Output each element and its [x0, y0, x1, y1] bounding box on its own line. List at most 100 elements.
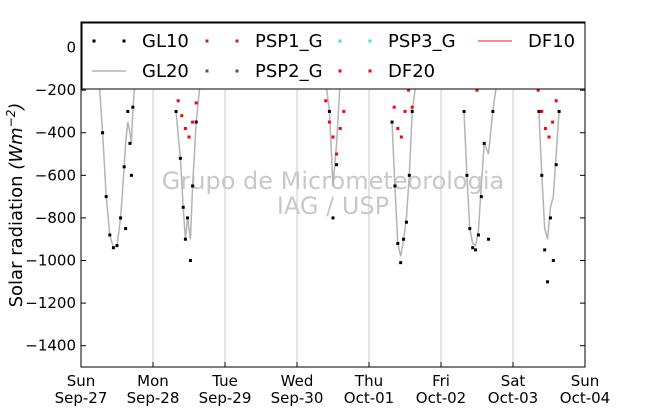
- df20-point-27: [475, 88, 479, 92]
- gl20-line-segment-4: [463, 79, 498, 247]
- gl10-point-32: [399, 261, 403, 265]
- df20-point-21: [407, 88, 411, 92]
- gl10-point-21: [191, 184, 195, 188]
- y-axis-ticks: 0 −200 −400 −600 −800 −1000 −1200 −1400: [25, 39, 585, 355]
- gl10-point-25: [327, 109, 331, 113]
- gl10-point-7: [122, 165, 126, 169]
- df20-point-11: [331, 135, 335, 139]
- gl10-point-55: [554, 163, 558, 167]
- gl10-point-1: [101, 131, 105, 135]
- gl10-point-50: [540, 173, 544, 177]
- legend-label-df10: DF10: [528, 31, 575, 52]
- gl10-point-31: [396, 241, 400, 245]
- gl10-point-51: [543, 248, 547, 252]
- y-axis-label-close: ): [6, 103, 27, 112]
- legend: GL10 GL20 PSP1_G PSP2_G PSP3_G DF20 DF10: [81, 22, 586, 90]
- gl10-point-6: [119, 216, 123, 220]
- legend-swatch-psp3_g-0: [338, 39, 342, 43]
- gl10-point-11: [129, 173, 133, 177]
- gl10-point-49: [537, 109, 541, 113]
- gl10-point-26: [331, 216, 335, 220]
- x-tick-day-1: Mon: [137, 372, 169, 390]
- df20-point-33: [547, 135, 551, 139]
- df20-point-2: [180, 114, 184, 118]
- df20-point-3: [183, 126, 187, 130]
- y-tick-label-6: −1200: [25, 294, 76, 312]
- legend-label-df20: DF20: [388, 61, 435, 82]
- gl20-line-segment-2: [325, 79, 341, 187]
- legend-swatch-psp1_g-1: [235, 39, 239, 43]
- gl10-point-53: [548, 216, 552, 220]
- y-tick-label-3: −600: [35, 166, 76, 184]
- legend-label-gl10: GL10: [142, 31, 189, 52]
- y-tick-label-5: −1000: [25, 252, 76, 270]
- df20-point-34: [551, 120, 555, 124]
- gl10-point-52: [546, 280, 550, 284]
- legend-label-psp2_g: PSP2_G: [255, 61, 323, 82]
- legend-swatch-psp2_g-0: [205, 69, 209, 73]
- legend-swatch-psp2_g-1: [235, 69, 239, 73]
- df20-point-18: [396, 126, 400, 130]
- legend-label-psp3_g: PSP3_G: [388, 31, 456, 52]
- gl10-point-12: [131, 105, 135, 109]
- x-tick-date-2: Sep-29: [199, 389, 252, 407]
- gl10-point-35: [407, 173, 411, 177]
- x-tick-day-7: Sun: [571, 372, 600, 390]
- gl10-point-39: [465, 173, 469, 177]
- gl10-point-54: [551, 259, 555, 263]
- x-tick-day-0: Sun: [67, 372, 96, 390]
- x-tick-date-0: Sep-27: [55, 389, 108, 407]
- y-tick-label-0: 0: [66, 39, 76, 57]
- y-tick-label-1: −200: [35, 81, 76, 99]
- x-tick-day-2: Tue: [211, 372, 238, 390]
- df20-point-12: [335, 152, 339, 156]
- df20-point-14: [342, 109, 346, 113]
- gl10-point-4: [111, 246, 115, 250]
- x-tick-day-6: Sat: [501, 372, 526, 390]
- gl10-point-56: [557, 109, 561, 113]
- gl10-point-34: [404, 220, 408, 224]
- gl20-line-segment-5: [538, 111, 560, 240]
- x-tick-day-3: Wed: [281, 372, 314, 390]
- y-tick-label-4: −800: [35, 209, 76, 227]
- df20-point-5: [191, 120, 195, 124]
- gl10-point-3: [108, 233, 112, 237]
- gl10-point-38: [462, 109, 466, 113]
- gl10-point-41: [471, 246, 475, 250]
- gl10-point-22: [194, 120, 198, 124]
- y-axis-label-text: Solar radiation: [6, 175, 27, 307]
- gl10-point-9: [126, 109, 130, 113]
- df20-point-30: [536, 88, 540, 92]
- gl10-point-40: [468, 227, 472, 231]
- gl10-point-27: [335, 163, 339, 167]
- df20-point-22: [410, 105, 414, 109]
- x-tick-date-1: Sep-28: [127, 389, 180, 407]
- df20-point-1: [176, 99, 180, 103]
- gl10-point-15: [174, 109, 178, 113]
- legend-swatch-df20-1: [368, 69, 372, 73]
- gl10-point-46: [487, 237, 491, 241]
- x-axis-ticks: SunSep-27MonSep-28TueSep-29WedSep-30ThuO…: [55, 362, 610, 407]
- df20-point-17: [392, 105, 396, 109]
- x-tick-date-6: Oct-03: [488, 389, 538, 407]
- gl10-point-42: [474, 248, 478, 252]
- gl10-point-36: [410, 109, 414, 113]
- gl10-point-10: [128, 141, 132, 145]
- x-tick-date-5: Oct-02: [416, 389, 466, 407]
- gl10-point-47: [491, 109, 495, 113]
- legend-swatch-psp1_g-0: [205, 39, 209, 43]
- df20-point-32: [543, 126, 547, 130]
- legend-swatch-df20-0: [338, 69, 342, 73]
- df20-point-19: [399, 135, 403, 139]
- df20-point-4: [187, 135, 191, 139]
- y-axis-label-exponent: −2: [4, 110, 18, 128]
- gl10-point-45: [482, 141, 486, 145]
- plot-frame: [80, 21, 586, 368]
- gl10-point-29: [390, 120, 394, 124]
- y-tick-label-2: −400: [35, 124, 76, 142]
- legend-swatch-psp3_g-1: [368, 39, 372, 43]
- legend-box: [81, 22, 586, 90]
- x-tick-day-4: Thu: [354, 372, 383, 390]
- y-axis-label: Solar radiation (Wm−2): [4, 103, 27, 308]
